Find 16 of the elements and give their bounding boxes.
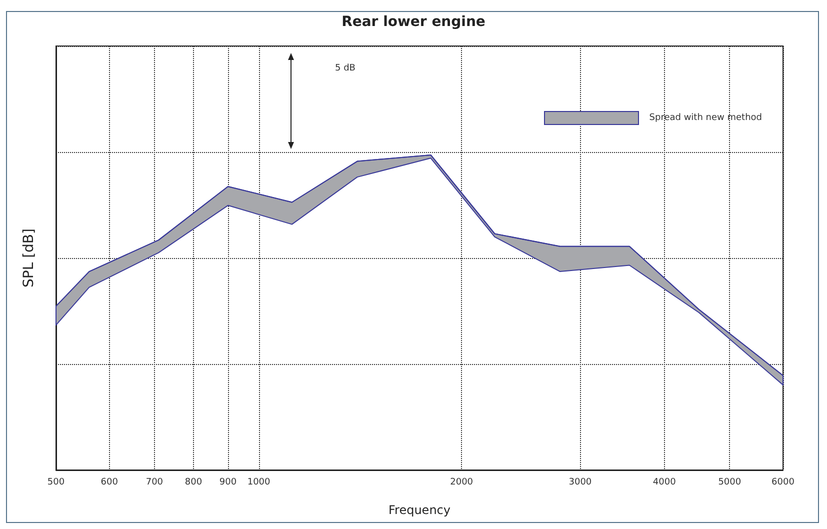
y-axis-title: SPL [dB] [21, 228, 37, 288]
x-tick-label: 1000 [247, 478, 271, 488]
text: 5 dB [335, 64, 356, 74]
x-axis-title: Frequency [388, 503, 450, 517]
x-tick-label: 800 [184, 478, 202, 488]
x-tick-label: 2000 [450, 478, 474, 488]
x-tick-label: 5000 [718, 478, 742, 488]
x-tick-label: 500 [47, 478, 65, 488]
x-tick-label: 700 [146, 478, 164, 488]
x-tick-label: 6000 [772, 478, 795, 488]
x-tick-label: 4000 [652, 478, 676, 488]
x-tick-label: 600 [100, 478, 118, 488]
x-tick-label: 3000 [568, 478, 592, 488]
chart-title: Rear lower engine [342, 14, 486, 30]
text: Spread with new method [649, 113, 762, 123]
x-tick-label: 900 [219, 478, 237, 488]
